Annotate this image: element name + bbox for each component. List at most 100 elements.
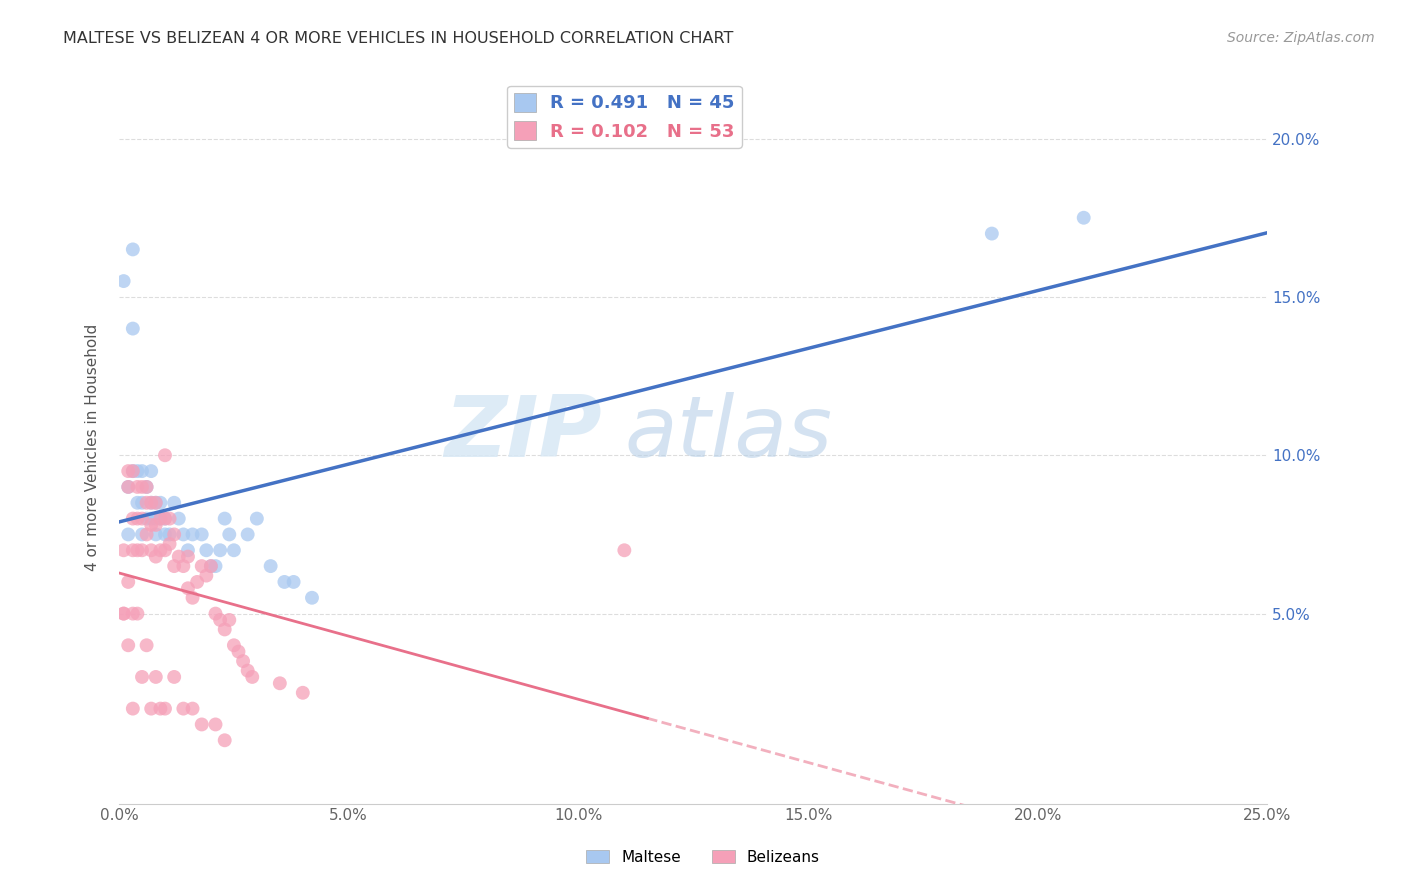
Point [163,496,186,510]
Point [273,574,295,589]
Point [127,464,149,478]
Point [163,559,186,574]
Point [181,527,204,541]
Point [127,496,149,510]
Point [127,480,149,494]
Point [121,607,143,621]
Point [204,607,226,621]
Point [145,549,167,564]
Point [117,574,139,589]
Point [149,496,172,510]
Point [131,527,153,541]
Point [135,527,157,541]
Point [135,480,157,494]
Point [145,511,167,525]
Point [204,559,226,574]
Point [172,701,194,715]
Point [141,496,163,510]
Point [121,243,143,257]
Point [190,559,212,574]
Point [214,511,236,525]
Point [190,527,212,541]
Point [121,321,143,335]
Point [214,733,236,747]
Point [145,527,167,541]
Point [127,607,149,621]
Point [131,670,153,684]
Point [1073,211,1095,225]
Text: ZIP: ZIP [444,392,602,475]
Point [159,527,181,541]
Point [135,480,157,494]
Point [269,676,291,690]
Point [145,496,167,510]
Point [117,480,139,494]
Point [141,543,163,558]
Point [112,274,135,288]
Point [222,543,245,558]
Point [121,543,143,558]
Point [141,496,163,510]
Point [153,448,176,462]
Point [153,701,176,715]
Point [301,591,323,605]
Point [112,607,135,621]
Point [145,517,167,532]
Point [200,559,222,574]
Point [153,511,176,525]
Point [149,511,172,525]
Point [141,517,163,532]
Point [259,559,281,574]
Point [291,686,314,700]
Point [112,607,135,621]
Point [209,543,232,558]
Point [149,543,172,558]
Point [177,581,200,595]
Point [980,227,1002,241]
Point [121,701,143,715]
Point [145,496,167,510]
Point [167,511,190,525]
Point [232,654,254,668]
Point [204,717,226,731]
Point [167,549,190,564]
Point [127,511,149,525]
Point [177,549,200,564]
Point [159,511,181,525]
Point [200,559,222,574]
Point [117,638,139,652]
Point [222,638,245,652]
Point [135,511,157,525]
Point [135,496,157,510]
Point [121,511,143,525]
Point [117,464,139,478]
Y-axis label: 4 or more Vehicles in Household: 4 or more Vehicles in Household [86,324,100,571]
Point [153,527,176,541]
Point [209,613,232,627]
Point [181,701,204,715]
Point [246,511,269,525]
Point [236,527,259,541]
Point [218,613,240,627]
Point [117,527,139,541]
Point [149,511,172,525]
Point [283,574,305,589]
Point [149,701,172,715]
Point [141,464,163,478]
Point [153,543,176,558]
Point [214,623,236,637]
Point [112,543,135,558]
Point [135,638,157,652]
Point [153,511,176,525]
Text: MALTESE VS BELIZEAN 4 OR MORE VEHICLES IN HOUSEHOLD CORRELATION CHART: MALTESE VS BELIZEAN 4 OR MORE VEHICLES I… [63,31,734,46]
Point [159,537,181,551]
Point [172,527,194,541]
Point [195,568,218,582]
Point [190,717,212,731]
Point [181,591,204,605]
Point [121,464,143,478]
Point [131,464,153,478]
Point [163,670,186,684]
Point [131,543,153,558]
Point [117,480,139,494]
